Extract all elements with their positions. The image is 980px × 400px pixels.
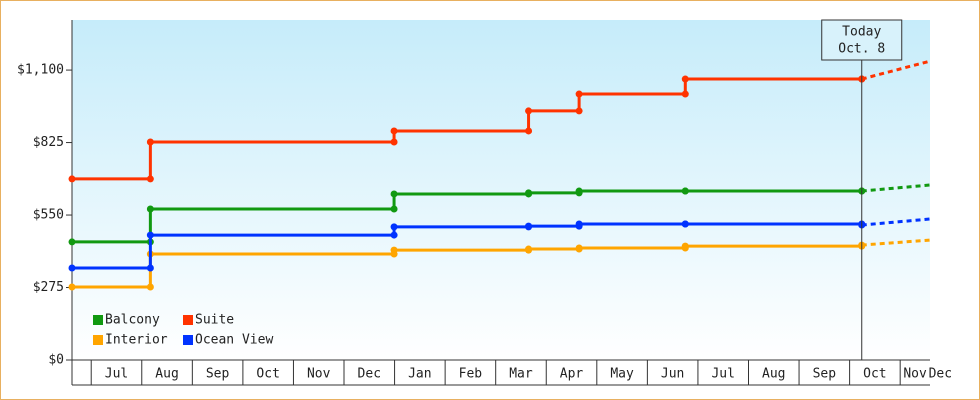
data-point xyxy=(390,190,398,198)
step-corner-dot xyxy=(390,138,398,146)
x-tick-label: Oct xyxy=(863,367,886,382)
step-corner-dot xyxy=(146,283,154,291)
data-point xyxy=(575,244,583,252)
data-point xyxy=(146,138,154,146)
step-corner-dot xyxy=(390,231,398,239)
legend-label: Balcony xyxy=(105,313,160,328)
x-tick-label: Nov xyxy=(903,367,927,382)
y-tick-label: $0 xyxy=(48,353,64,368)
x-tick-label: Sep xyxy=(206,367,230,382)
step-corner-dot xyxy=(681,90,689,98)
data-point xyxy=(68,283,76,291)
x-tick-label: Jul xyxy=(105,367,128,382)
x-tick-label: Sep xyxy=(813,367,837,382)
series xyxy=(68,217,931,272)
x-tick-label: Apr xyxy=(560,367,584,382)
x-tick-label: Oct xyxy=(256,367,279,382)
x-tick-label: Jul xyxy=(711,367,734,382)
x-tick-label: Feb xyxy=(459,367,483,382)
x-tick-label: Mar xyxy=(509,367,533,382)
x-tick-label: Aug xyxy=(762,367,785,382)
step-corner-dot xyxy=(146,175,154,183)
data-point xyxy=(390,246,398,254)
y-tick-label: $275 xyxy=(33,280,64,295)
y-tick-label: $825 xyxy=(33,135,64,150)
forecast-line xyxy=(861,59,931,81)
step-corner-dot xyxy=(146,264,154,272)
step-corner-dot xyxy=(525,127,533,135)
today-box xyxy=(821,19,903,61)
data-point xyxy=(390,223,398,231)
legend-label: Suite xyxy=(195,313,234,328)
forecast-line xyxy=(861,238,931,247)
x-tick-label: Dec xyxy=(358,367,381,382)
data-point xyxy=(390,127,398,135)
data-point xyxy=(525,245,533,253)
x-tick-label: Jun xyxy=(661,367,684,382)
data-point xyxy=(68,175,76,183)
forecast-line xyxy=(861,183,931,193)
data-point xyxy=(681,242,689,250)
step-corner-dot xyxy=(390,205,398,213)
forecast-line xyxy=(861,217,931,227)
legend-label: Ocean View xyxy=(195,333,273,348)
y-tick-label: $1,100 xyxy=(17,63,64,78)
data-point xyxy=(146,231,154,239)
data-point xyxy=(68,264,76,272)
legend-swatch xyxy=(93,315,103,325)
legend-swatch xyxy=(93,335,103,345)
data-point xyxy=(525,189,533,197)
x-tick-label: Jan xyxy=(408,367,431,382)
x-tick-label: Aug xyxy=(155,367,178,382)
series xyxy=(68,238,931,291)
data-point xyxy=(681,75,689,83)
y-tick-label: $550 xyxy=(33,208,64,223)
data-point xyxy=(146,205,154,213)
series xyxy=(68,183,931,246)
x-tick-label: Dec xyxy=(929,367,952,382)
legend-swatch xyxy=(183,335,193,345)
x-tick-label: May xyxy=(610,367,634,382)
today-label: Today xyxy=(842,25,881,40)
x-tick-label: Nov xyxy=(307,367,331,382)
data-point xyxy=(681,187,689,195)
data-point xyxy=(681,220,689,228)
today-label: Oct. 8 xyxy=(838,42,885,57)
legend-label: Interior xyxy=(105,333,168,348)
data-point xyxy=(575,220,583,228)
legend-swatch xyxy=(183,315,193,325)
data-point xyxy=(575,187,583,195)
data-point xyxy=(525,107,533,115)
data-point xyxy=(525,222,533,230)
step-corner-dot xyxy=(575,107,583,115)
data-point xyxy=(68,238,76,246)
data-point xyxy=(575,90,583,98)
